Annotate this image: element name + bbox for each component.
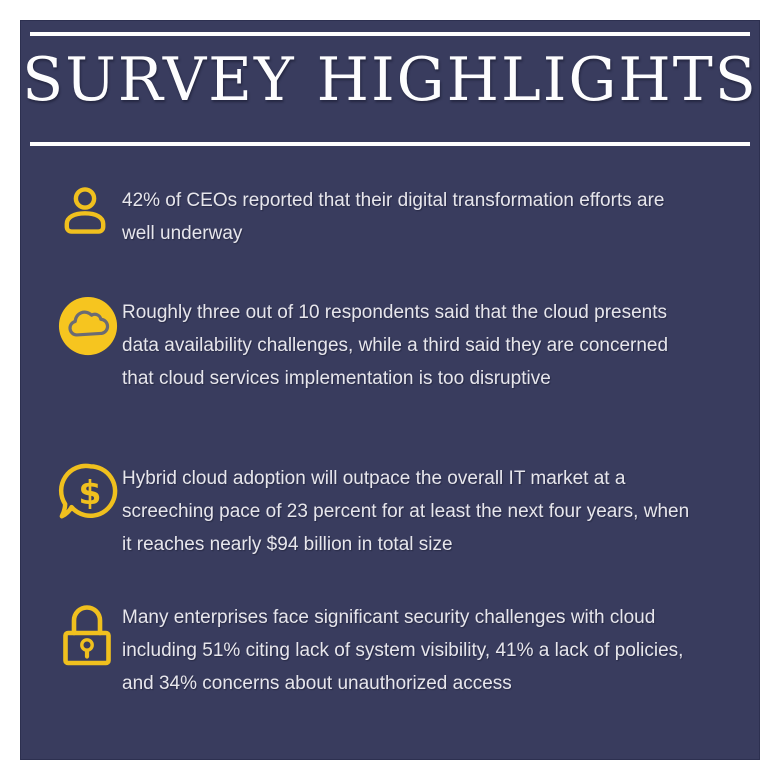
highlight-text: Roughly three out of 10 respondents said…	[122, 302, 669, 389]
highlight-row-dollar: $ Hybrid cloud adoption will outpace the…	[58, 462, 738, 561]
dollar-glyph: $	[79, 473, 102, 512]
lock-icon	[58, 601, 122, 681]
title-underline-divider	[30, 142, 750, 146]
highlight-text: 42% of CEOs reported that their digital …	[122, 190, 665, 244]
highlight-row-ceos: 42% of CEOs reported that their digital …	[58, 184, 738, 250]
person-icon	[58, 184, 122, 234]
cloud-icon	[58, 296, 122, 356]
page-title: SURVEY HIGHLIGHTS	[22, 45, 758, 115]
dollar-speech-icon: $	[58, 462, 122, 524]
highlight-text: Hybrid cloud adoption will outpace the o…	[122, 468, 690, 555]
navy-panel: SURVEY HIGHLIGHTS 42% of CEOs reported t…	[20, 20, 760, 760]
top-divider-line	[30, 32, 750, 36]
highlight-row-lock: Many enterprises face significant securi…	[58, 601, 738, 700]
highlight-row-cloud: Roughly three out of 10 respondents said…	[58, 296, 738, 395]
highlight-text: Many enterprises face significant securi…	[122, 607, 684, 694]
